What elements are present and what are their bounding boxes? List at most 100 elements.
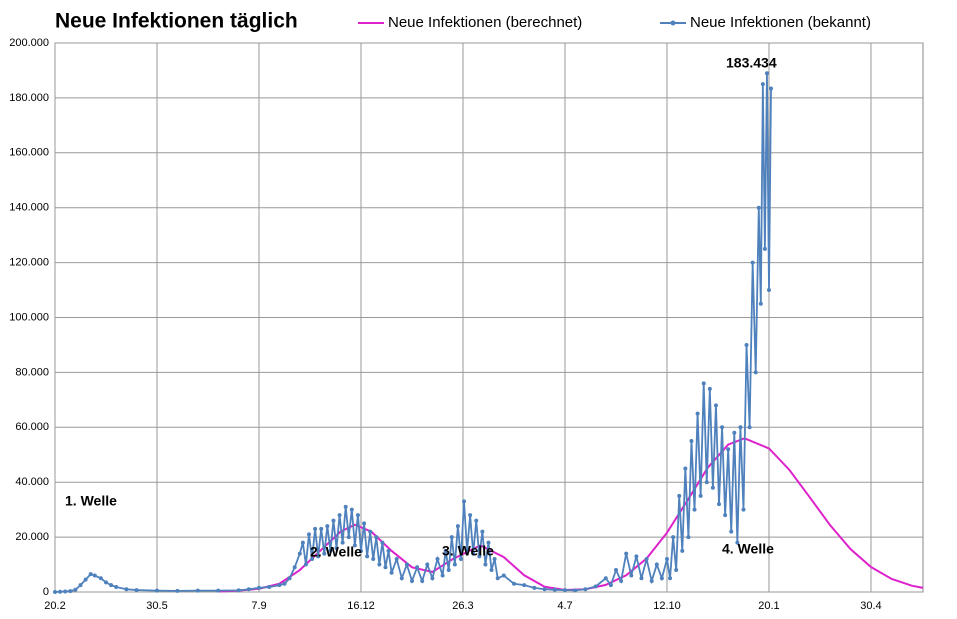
y-tick-label: 180.000 [9,92,49,104]
point [334,546,339,551]
point [486,540,491,545]
point [668,576,673,581]
point [713,403,718,408]
point [608,583,613,588]
point [710,485,715,490]
annotation: 183.434 [726,55,777,71]
point [511,581,516,586]
point [729,529,734,534]
point [747,425,752,430]
point [425,562,430,567]
point [764,71,769,76]
point [310,557,315,562]
point [389,570,394,575]
point [386,548,391,553]
point [593,584,598,589]
point [753,370,758,375]
point [340,540,345,545]
x-tick-label: 20.1 [758,600,779,612]
point [383,565,388,570]
x-tick-label: 30.4 [860,600,881,612]
y-tick-label: 100.000 [9,311,49,323]
point [343,504,348,509]
point [124,587,129,592]
point [134,588,139,593]
point [760,82,765,87]
point [659,576,664,581]
point [495,576,500,581]
point [103,580,108,585]
point [674,568,679,573]
point [692,507,697,512]
point [415,565,420,570]
point [68,589,73,594]
point [256,585,261,590]
point [440,573,445,578]
point [443,548,448,553]
point [723,513,728,518]
point [686,535,691,540]
point [58,589,63,594]
point [471,551,476,556]
point [331,518,336,523]
point [698,493,703,498]
point [246,587,251,592]
point [328,548,333,553]
point [313,526,318,531]
point [83,577,88,582]
point [634,554,639,559]
y-tick-label: 40.000 [15,476,49,488]
point [446,568,451,573]
point [114,585,119,590]
point [316,554,321,559]
point [477,554,482,559]
point [78,583,83,588]
annotation: 4. Welle [722,541,774,557]
point [462,499,467,504]
point [758,301,763,306]
point [362,521,367,526]
point [303,562,308,567]
point [109,583,114,588]
legend-label: Neue Infektionen (bekannt) [690,14,871,31]
point [624,551,629,556]
y-tick-label: 120.000 [9,257,49,269]
point [175,588,180,593]
point [654,562,659,567]
point [671,535,676,540]
x-tick-label: 7.9 [251,600,266,612]
point [399,576,404,581]
point [455,524,460,529]
point [322,551,327,556]
point [619,579,624,584]
point [430,576,435,581]
point [680,548,685,553]
point [562,588,567,593]
point [552,587,557,592]
point [769,86,774,91]
y-tick-label: 60.000 [15,421,49,433]
point [741,507,746,512]
point [720,425,725,430]
point [409,579,414,584]
point [319,526,324,531]
point [489,568,494,573]
y-tick-label: 80.000 [15,366,49,378]
annotation: 3. Welle [442,543,494,559]
point [292,565,297,570]
point [449,535,454,540]
point [154,588,159,593]
y-tick-label: 200.000 [9,37,49,49]
y-tick-label: 140.000 [9,202,49,214]
x-tick-label: 16.12 [347,600,375,612]
x-tick-label: 20.2 [44,600,65,612]
point [683,466,688,471]
point [677,493,682,498]
annotation: 2. Welle [310,544,362,560]
point [355,513,360,518]
point [704,480,709,485]
point [766,288,771,293]
point [501,573,506,578]
